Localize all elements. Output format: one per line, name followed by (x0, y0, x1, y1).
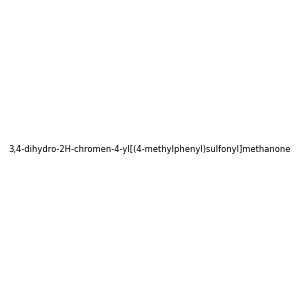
Text: 3,4-dihydro-2H-chromen-4-yl[(4-methylphenyl)sulfonyl]methanone: 3,4-dihydro-2H-chromen-4-yl[(4-methylphe… (9, 146, 291, 154)
